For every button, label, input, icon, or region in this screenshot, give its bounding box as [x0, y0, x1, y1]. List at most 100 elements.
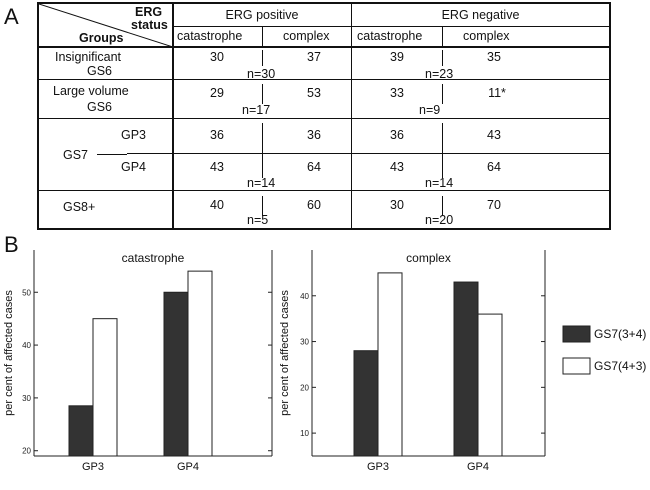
subrow-label: GP4	[121, 160, 147, 174]
row-label: GS7	[63, 148, 89, 162]
bar	[377, 272, 403, 457]
value-cell: 30	[210, 50, 224, 64]
panel-label-b: B	[4, 232, 19, 257]
erg-table: ERG status Groups ERG positive ERG negat…	[37, 2, 611, 230]
value-cell: 36	[210, 128, 224, 142]
chart-complex: 10 20 30 40 complex per cent of affected case…	[279, 250, 546, 473]
legend-label: GS7(3+4)	[594, 327, 646, 341]
value-cell: 64	[487, 160, 501, 174]
n-count: n=14	[247, 176, 276, 190]
value-divider	[262, 123, 263, 178]
subheader-neg-catastrophe: catastrophe	[357, 29, 423, 43]
erg-label: ERG	[135, 5, 163, 19]
value-cell: 60	[307, 198, 321, 212]
value-divider	[262, 84, 263, 104]
row-label: GS6	[87, 64, 113, 78]
value-cell: 43	[487, 128, 501, 142]
value-cell: 37	[307, 50, 321, 64]
value-cell: 30	[390, 198, 404, 212]
bar	[477, 313, 503, 457]
value-cell: 43	[210, 160, 224, 174]
gs7-connector	[97, 154, 127, 155]
legend-label: GS7(4+3)	[594, 359, 646, 373]
value-cell: 70	[487, 198, 501, 212]
subheader-pos-catastrophe: catastrophe	[177, 29, 243, 43]
table-rule	[127, 153, 609, 154]
status-label: status	[131, 18, 168, 32]
table-col-rule	[442, 26, 443, 46]
n-count: n=14	[425, 176, 454, 190]
n-count: n=30	[247, 67, 276, 81]
row-label: Insignificant	[55, 50, 122, 64]
y-tick-label: 30	[300, 338, 309, 347]
subheader-pos-complex: complex	[283, 29, 330, 43]
y-tick-label: 30	[22, 394, 31, 403]
chart-title: catastrophe	[122, 251, 185, 265]
value-cell: 36	[390, 128, 404, 142]
value-cell: 11*	[488, 86, 506, 100]
table-rule	[39, 79, 609, 80]
panel-label-a: A	[4, 4, 19, 29]
x-tick-label: GP4	[177, 461, 199, 473]
value-cell: 36	[307, 128, 321, 142]
subrow-label: GP3	[121, 128, 147, 142]
value-divider	[442, 196, 443, 216]
n-count: n=17	[242, 103, 271, 117]
table-rule	[174, 26, 609, 27]
y-tick-label: 50	[22, 288, 31, 297]
value-cell: 29	[210, 86, 224, 100]
n-count: n=5	[247, 213, 269, 227]
bar	[453, 281, 479, 457]
groups-label: Groups	[79, 31, 124, 45]
y-tick-label: 20	[300, 383, 309, 392]
x-tick-label: GP3	[82, 461, 104, 473]
row-label: GS6	[87, 100, 113, 114]
row-label: Large volume	[53, 84, 129, 98]
y-tick-label: 40	[22, 341, 31, 350]
value-divider	[442, 50, 443, 66]
corner-diagonal	[39, 4, 173, 47]
y-axis-label: per cent of affected cases	[3, 290, 15, 416]
table-col-rule	[262, 26, 263, 46]
table-header-rule	[39, 46, 609, 48]
legend-swatch	[562, 357, 591, 375]
bar	[353, 350, 379, 457]
bar	[68, 405, 94, 457]
y-tick-label: 40	[300, 292, 309, 301]
value-cell: 64	[307, 160, 321, 174]
value-divider	[262, 196, 263, 216]
n-count: n=9	[419, 103, 441, 117]
chart-title: complex	[406, 251, 451, 265]
table-col-rule	[172, 4, 174, 228]
value-divider	[262, 50, 263, 66]
y-tick-label: 20	[22, 447, 31, 456]
n-count: n=23	[425, 67, 454, 81]
y-axis-label: per cent of affected cases	[279, 290, 291, 416]
value-cell: 35	[487, 50, 501, 64]
table-rule	[39, 190, 609, 191]
value-cell: 43	[390, 160, 404, 174]
value-cell: 53	[307, 86, 321, 100]
bar	[92, 318, 118, 457]
row-label: GS8+	[63, 200, 96, 214]
erg-negative-header: ERG negative	[441, 8, 520, 22]
table-col-rule	[351, 4, 352, 228]
table-rule	[39, 118, 609, 119]
x-tick-label: GP3	[367, 461, 389, 473]
subheader-neg-complex: complex	[463, 29, 510, 43]
value-divider	[442, 123, 443, 178]
value-cell: 39	[390, 50, 404, 64]
y-tick-label: 10	[300, 429, 309, 438]
x-tick-label: GP4	[467, 461, 489, 473]
n-count: n=20	[425, 213, 454, 227]
erg-positive-header: ERG positive	[225, 8, 299, 22]
legend-swatch	[562, 325, 591, 343]
bar	[163, 291, 189, 457]
legend: GS7(3+4) GS7(4+3)	[562, 325, 646, 375]
chart-catastrophe: 20 30 40 50 catastrophe per cent of affected …	[3, 250, 273, 473]
bar	[187, 270, 213, 457]
value-cell: 40	[210, 198, 224, 212]
value-cell: 33	[390, 86, 404, 100]
value-divider	[442, 84, 443, 104]
